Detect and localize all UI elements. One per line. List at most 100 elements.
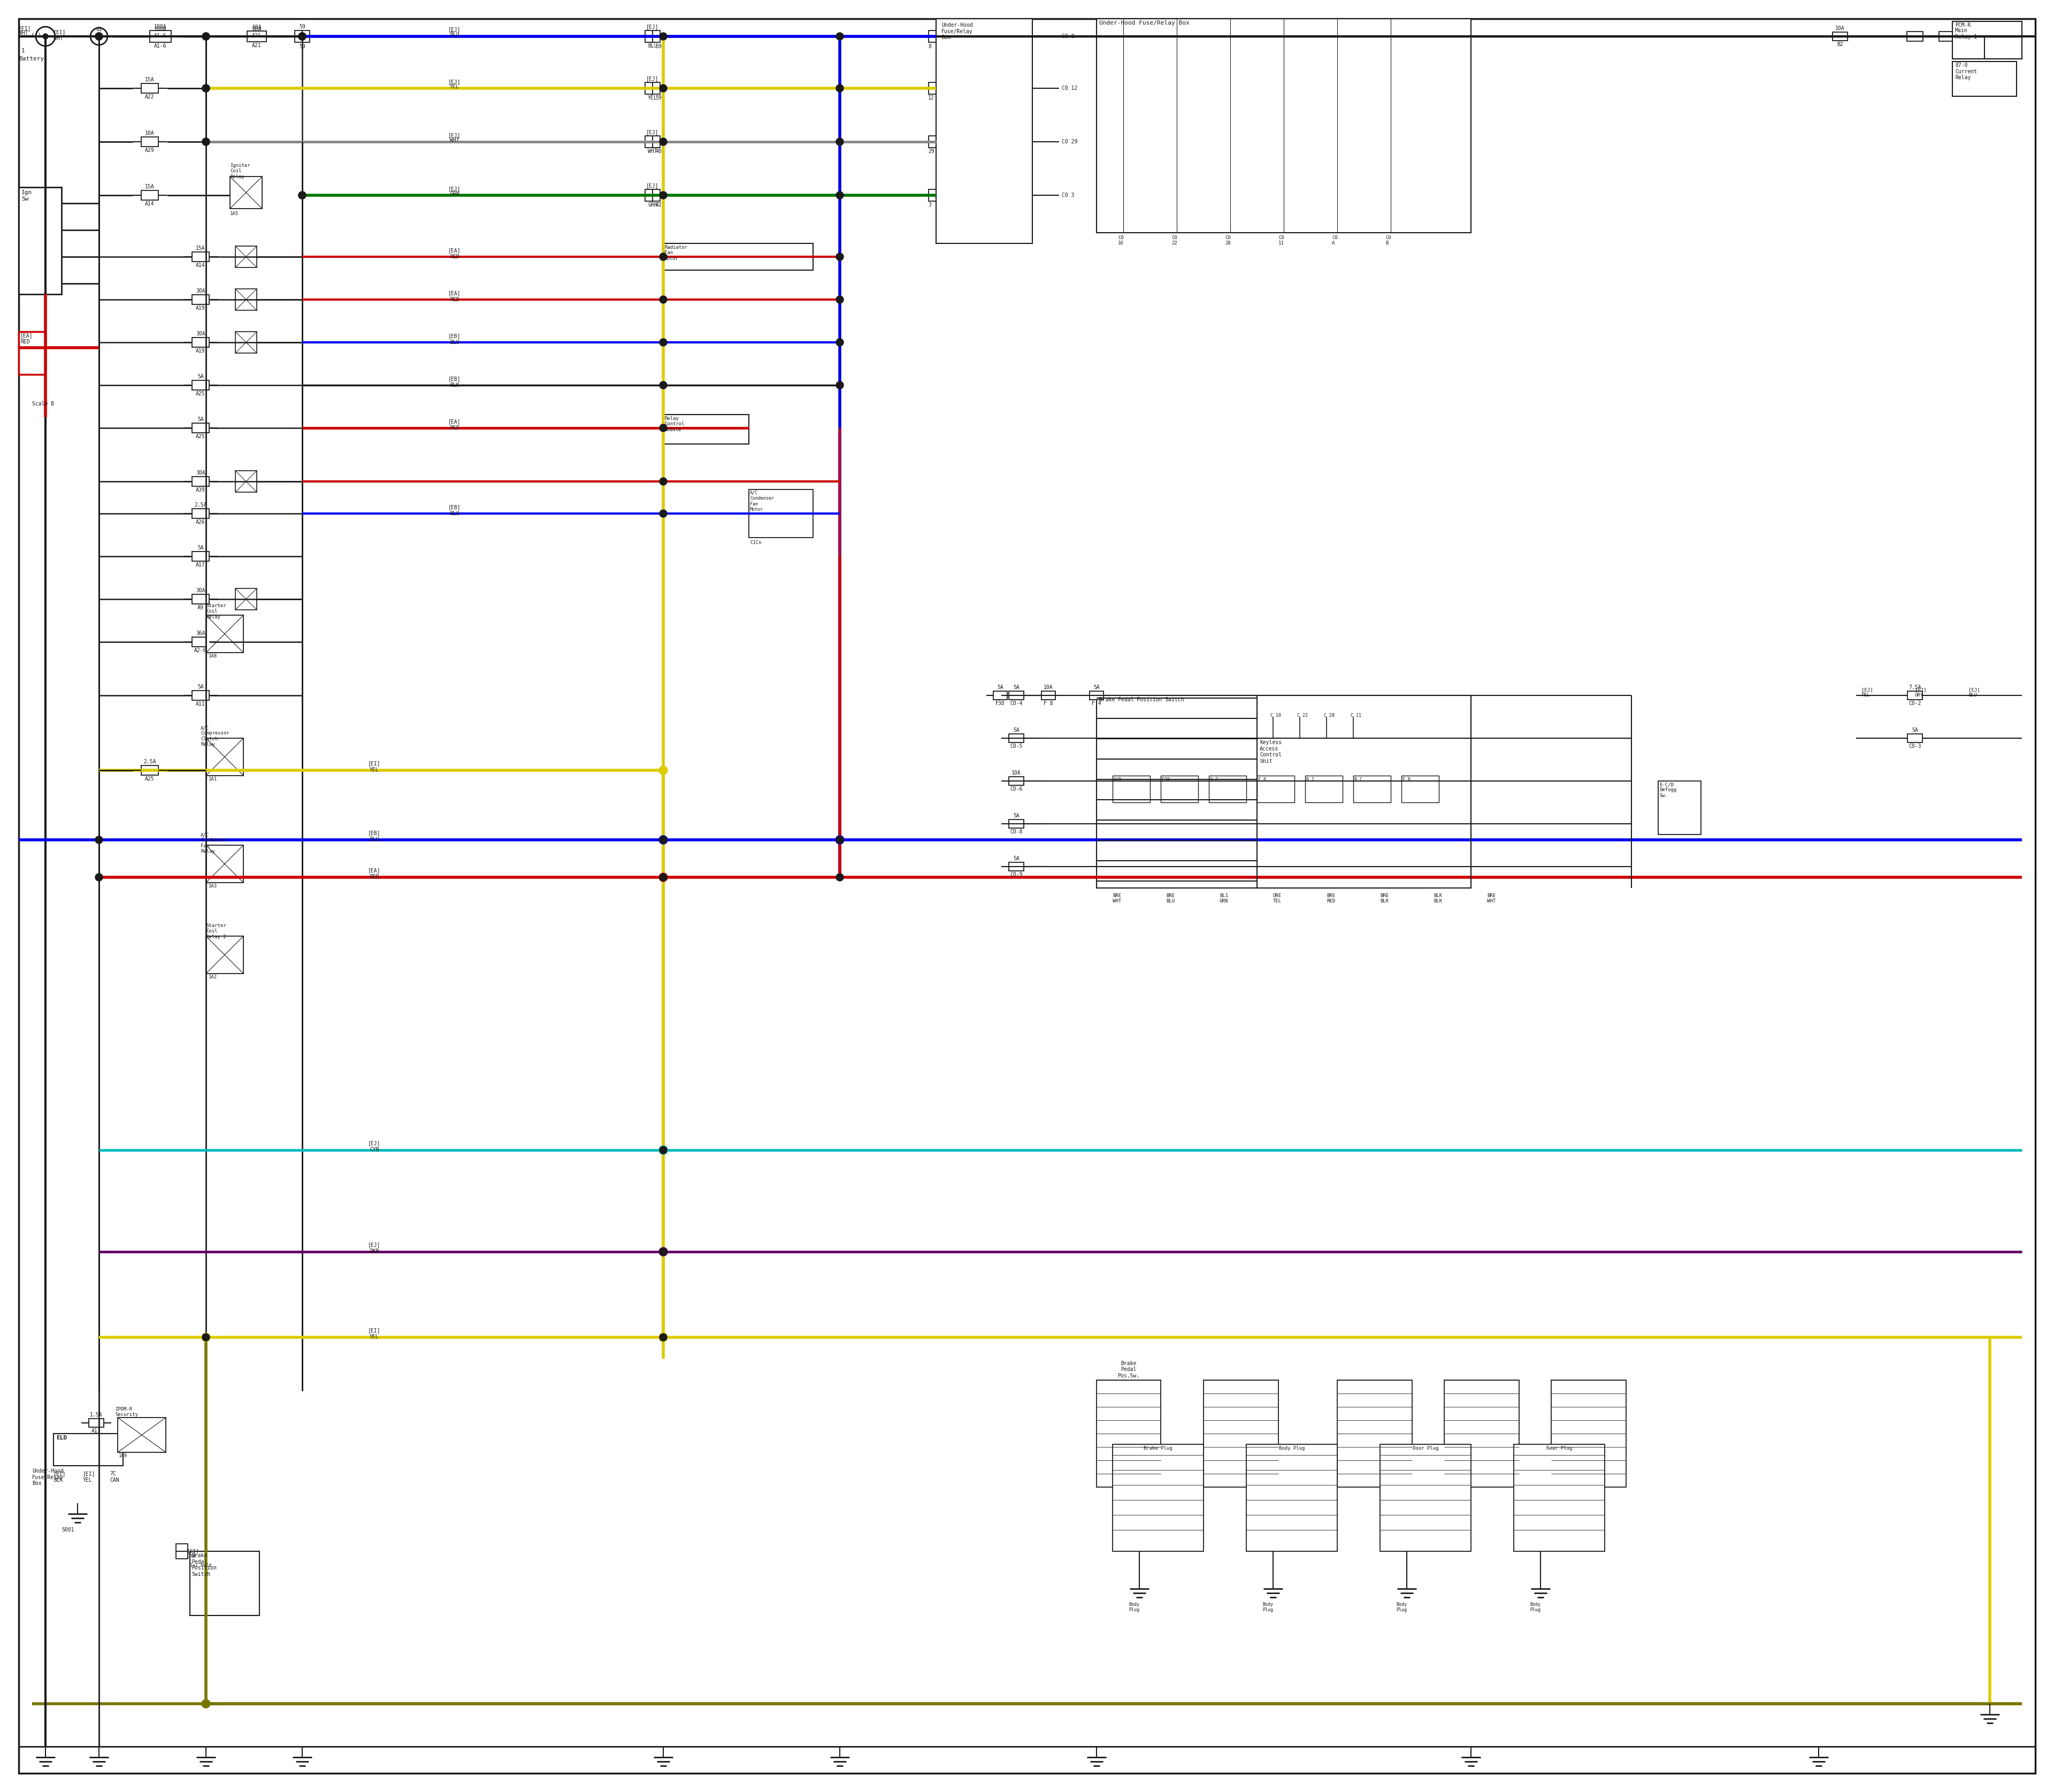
Text: ORE
TEL: ORE TEL <box>1273 894 1282 903</box>
Text: 5A: 5A <box>1013 814 1019 819</box>
Circle shape <box>836 296 844 303</box>
Text: Rear Plug: Rear Plug <box>1547 1446 1571 1452</box>
Circle shape <box>298 32 306 39</box>
Circle shape <box>659 1145 668 1154</box>
Text: [EJ]: [EJ] <box>448 27 460 32</box>
Text: Relay
Control
Module: Relay Control Module <box>663 416 684 432</box>
Bar <box>236 471 257 493</box>
Text: 15A: 15A <box>146 185 154 190</box>
Circle shape <box>298 192 306 199</box>
Text: A9: A9 <box>197 606 203 611</box>
Bar <box>937 136 943 147</box>
Text: A/C
Condenser
Fan
Relay: A/C Condenser Fan Relay <box>201 831 226 853</box>
Text: BRE
WHT: BRE WHT <box>1487 894 1495 903</box>
Bar <box>937 82 943 95</box>
Text: B2: B2 <box>1836 41 1842 47</box>
Text: 10A: 10A <box>146 131 154 136</box>
Text: C 28: C 28 <box>1325 713 1335 719</box>
Text: A26: A26 <box>195 520 205 525</box>
Circle shape <box>201 84 210 91</box>
Text: C0-3: C0-3 <box>1908 744 1920 749</box>
Bar <box>663 414 750 444</box>
Circle shape <box>659 138 668 145</box>
Text: F30: F30 <box>996 701 1004 706</box>
Circle shape <box>659 1247 668 1256</box>
Text: [EA]
RED: [EA] RED <box>448 419 460 430</box>
Text: WHT: WHT <box>647 149 657 154</box>
Text: 8: 8 <box>928 43 930 48</box>
Text: [EI]
YEL: [EI] YEL <box>368 1328 380 1339</box>
Circle shape <box>659 837 668 844</box>
Text: [EA]
RED: [EA] RED <box>448 247 460 260</box>
Bar <box>142 765 158 776</box>
Circle shape <box>659 835 668 844</box>
Circle shape <box>97 34 101 39</box>
Bar <box>1257 776 1294 803</box>
Bar <box>750 489 813 538</box>
Text: 1: 1 <box>21 48 25 54</box>
Text: C1Cn: C1Cn <box>750 539 762 545</box>
Bar <box>928 30 937 43</box>
Bar <box>191 380 210 391</box>
Bar <box>653 30 659 43</box>
Text: [EJ]: [EJ] <box>647 75 659 81</box>
Text: C0 12: C0 12 <box>1062 86 1078 91</box>
Bar <box>205 615 242 652</box>
Text: BLU: BLU <box>647 43 657 48</box>
Text: B 1: B 1 <box>1306 778 1315 781</box>
Bar <box>1009 862 1023 871</box>
Bar <box>1908 735 1923 742</box>
Text: 7.5A: 7.5A <box>1908 685 1920 690</box>
Text: C 22: C 22 <box>1298 713 1308 719</box>
Circle shape <box>659 1333 668 1342</box>
Text: [EA]
RED: [EA] RED <box>21 333 33 344</box>
Text: 1+1 hold: 1+1 hold <box>189 1563 212 1568</box>
Text: 10A: 10A <box>1011 771 1021 776</box>
Text: A14: A14 <box>195 263 205 269</box>
Bar <box>230 177 263 208</box>
Text: 15A: 15A <box>146 77 154 82</box>
Bar <box>117 1417 166 1452</box>
Text: 5A: 5A <box>1093 685 1099 690</box>
Text: Brake
Pedal
Pos.Sw.: Brake Pedal Pos.Sw. <box>1117 1360 1140 1378</box>
Text: E B: E B <box>1403 778 1411 781</box>
Text: 59: 59 <box>655 95 661 100</box>
Bar <box>1551 1380 1627 1487</box>
Bar <box>191 552 210 561</box>
Text: A/C
Compressor
Clutch
Relay: A/C Compressor Clutch Relay <box>201 726 230 747</box>
Bar <box>1204 1380 1278 1487</box>
Text: Keyless
Access
Control
Unit: Keyless Access Control Unit <box>1259 740 1282 763</box>
Circle shape <box>836 253 844 260</box>
Text: 59: 59 <box>300 43 306 48</box>
Text: C0-4: C0-4 <box>1011 701 1023 706</box>
Bar <box>142 136 158 147</box>
Text: [EJ]: [EJ] <box>647 129 659 134</box>
Text: [EJ]
BLU: [EJ] BLU <box>1968 688 1980 697</box>
Text: Under-Hood
Fuse/Relay
Box: Under-Hood Fuse/Relay Box <box>33 1468 64 1486</box>
Bar <box>653 136 659 147</box>
Bar <box>937 30 943 43</box>
Text: Brake
Pedal
Position
Switch: Brake Pedal Position Switch <box>191 1554 216 1577</box>
Text: 30A: 30A <box>195 289 205 294</box>
Text: A14: A14 <box>146 201 154 206</box>
Circle shape <box>659 873 668 882</box>
Text: G1: G1 <box>97 27 103 32</box>
Circle shape <box>298 32 306 39</box>
Circle shape <box>201 138 210 145</box>
Bar <box>1113 1444 1204 1552</box>
Text: [EI]
GRW: [EI] GRW <box>187 1548 199 1559</box>
Circle shape <box>836 32 844 39</box>
Text: C0-6: C0-6 <box>1011 787 1023 792</box>
Circle shape <box>659 873 668 882</box>
Bar <box>191 253 210 262</box>
Bar <box>645 82 653 95</box>
Text: Scale B: Scale B <box>33 401 53 407</box>
Text: BLK
BLK: BLK BLK <box>1434 894 1442 903</box>
Text: F 4: F 4 <box>1093 701 1101 706</box>
Text: Under-Hood Fuse/Relay Box: Under-Hood Fuse/Relay Box <box>1099 20 1189 25</box>
Text: (+): (+) <box>31 32 41 38</box>
Text: Body Plug: Body Plug <box>1280 1446 1304 1452</box>
Text: A17: A17 <box>195 563 205 568</box>
Text: 5A: 5A <box>996 685 1004 690</box>
Bar <box>1009 692 1023 699</box>
